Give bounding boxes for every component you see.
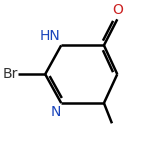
Text: O: O [112, 3, 123, 17]
Text: Br: Br [2, 67, 18, 81]
Text: HN: HN [40, 29, 60, 43]
Text: N: N [50, 105, 60, 119]
